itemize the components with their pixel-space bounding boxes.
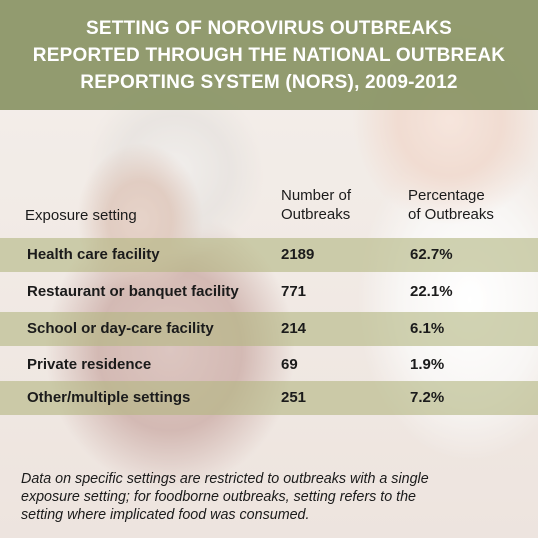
table-row: Restaurant or banquet facility 771 22.1% (0, 275, 538, 309)
column-header-percent-line-1: Percentage (408, 187, 485, 204)
column-header-percent-line-2: of Outbreaks (408, 206, 494, 223)
number-cell: 69 (281, 356, 298, 373)
column-header-number-line-2: Outbreaks (281, 206, 351, 223)
setting-cell: Health care facility (27, 246, 160, 263)
percent-cell: 22.1% (410, 283, 453, 300)
title-line-3: REPORTING SYSTEM (NORS), 2009-2012 (80, 72, 458, 93)
column-header-exposure: Exposure setting (25, 207, 137, 224)
footnote-line-2: exposure setting; for foodborne outbreak… (21, 489, 416, 505)
title-banner (0, 0, 538, 110)
percent-cell: 1.9% (410, 356, 445, 373)
setting-cell: Other/multiple settings (27, 389, 191, 406)
setting-cell: School or day-care facility (27, 320, 214, 337)
table-row: Other/multiple settings 251 7.2% (0, 381, 538, 415)
column-header-percent: Percentage of Outbreaks (408, 186, 494, 224)
number-cell: 251 (281, 389, 307, 406)
column-header-number-line-1: Number of (281, 187, 352, 204)
title-line-2: REPORTED THROUGH THE NATIONAL OUTBREAK (32, 45, 506, 66)
footnote-line-3: setting where implicated food was consum… (21, 507, 310, 523)
setting-cell: Private residence (27, 356, 152, 373)
table-row: Private residence 69 1.9% (0, 348, 538, 382)
percent-cell: 6.1% (410, 320, 445, 337)
table-row: School or day-care facility 214 6.1% (0, 312, 538, 346)
percent-cell: 62.7% (410, 246, 453, 263)
footnote-line-1: Data on specific settings are restricted… (21, 471, 429, 487)
table-row: Health care facility 2189 62.7% (0, 238, 538, 272)
number-cell: 2189 (281, 246, 315, 263)
footnote: Data on specific settings are restricted… (21, 470, 526, 524)
title-line-1: SETTING OF NOROVIRUS OUTBREAKS (86, 18, 452, 39)
setting-cell: Restaurant or banquet facility (27, 283, 239, 300)
number-cell: 214 (281, 320, 307, 337)
number-cell: 771 (281, 283, 307, 300)
column-header-number: Number of Outbreaks (281, 186, 351, 224)
percent-cell: 7.2% (410, 389, 445, 406)
